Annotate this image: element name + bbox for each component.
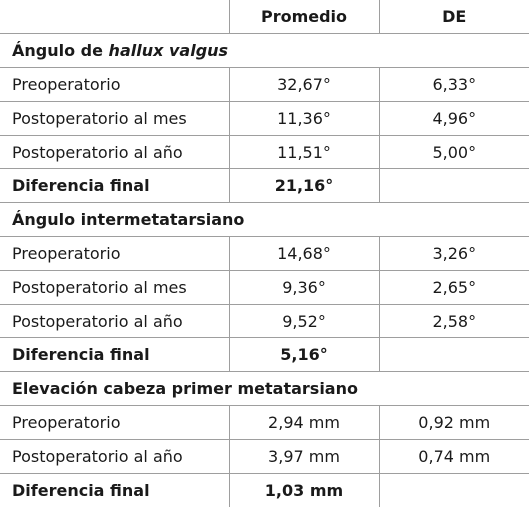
- section-title-text: Ángulo de: [12, 41, 109, 61]
- section-title-row: Ángulo de hallux valgus: [0, 33, 529, 69]
- header-de: DE: [378, 0, 529, 35]
- row-promedio: 2,94 mm: [228, 405, 380, 440]
- row-de: 2,58°: [378, 303, 529, 339]
- diff-label: Diferencia final: [0, 337, 230, 373]
- diff-promedio: 1,03 mm: [228, 472, 380, 507]
- section-title-italic: hallux valgus: [108, 41, 229, 61]
- diff-de: [378, 472, 529, 507]
- table-row: Preoperatorio 14,68° 3,26°: [0, 236, 529, 271]
- results-table: Promedio DE Ángulo de hallux valgus Preo…: [0, 0, 529, 507]
- diff-de: [378, 337, 529, 373]
- row-label: Postoperatorio al mes: [0, 269, 230, 305]
- row-de: 4,96°: [378, 100, 529, 136]
- section-title: Ángulo intermetatarsiano: [0, 202, 529, 238]
- section-title-row: Ángulo intermetatarsiano: [0, 202, 529, 238]
- row-de: 0,92 mm: [378, 405, 529, 440]
- table-row: Preoperatorio 32,67° 6,33°: [0, 67, 529, 102]
- header-row: Promedio DE: [0, 0, 529, 35]
- header-empty-cell: [0, 0, 230, 35]
- difference-row: Diferencia final 21,16°: [0, 168, 529, 204]
- table-row: Postoperatorio al año 11,51° 5,00°: [0, 134, 529, 170]
- table-row: Postoperatorio al mes 9,36° 2,65°: [0, 269, 529, 305]
- difference-row: Diferencia final 5,16°: [0, 337, 529, 373]
- row-promedio: 11,36°: [228, 100, 380, 136]
- table-row: Postoperatorio al mes 11,36° 4,96°: [0, 100, 529, 136]
- table-row: Postoperatorio al año 3,97 mm 0,74 mm: [0, 438, 529, 474]
- row-de: 3,26°: [378, 236, 529, 271]
- section-title-text: Elevación cabeza primer metatarsiano: [12, 379, 358, 399]
- row-label: Preoperatorio: [0, 236, 230, 271]
- table-row: Preoperatorio 2,94 mm 0,92 mm: [0, 405, 529, 440]
- header-promedio: Promedio: [228, 0, 380, 35]
- diff-promedio: 5,16°: [228, 337, 380, 373]
- row-promedio: 14,68°: [228, 236, 380, 271]
- row-promedio: 11,51°: [228, 134, 380, 170]
- row-label: Preoperatorio: [0, 67, 230, 102]
- row-label: Postoperatorio al año: [0, 438, 230, 474]
- row-de: 0,74 mm: [378, 438, 529, 474]
- section-title: Elevación cabeza primer metatarsiano: [0, 371, 529, 407]
- section-title-text: Ángulo intermetatarsiano: [12, 210, 245, 230]
- row-promedio: 9,36°: [228, 269, 380, 305]
- diff-label: Diferencia final: [0, 168, 230, 204]
- row-label: Postoperatorio al mes: [0, 100, 230, 136]
- row-label: Preoperatorio: [0, 405, 230, 440]
- row-de: 5,00°: [378, 134, 529, 170]
- diff-de: [378, 168, 529, 204]
- row-promedio: 32,67°: [228, 67, 380, 102]
- difference-row: Diferencia final 1,03 mm: [0, 472, 529, 507]
- section-title-row: Elevación cabeza primer metatarsiano: [0, 371, 529, 407]
- row-label: Postoperatorio al año: [0, 134, 230, 170]
- row-de: 2,65°: [378, 269, 529, 305]
- diff-promedio: 21,16°: [228, 168, 380, 204]
- row-de: 6,33°: [378, 67, 529, 102]
- section-title: Ángulo de hallux valgus: [0, 33, 529, 69]
- row-promedio: 9,52°: [228, 303, 380, 339]
- diff-label: Diferencia final: [0, 472, 230, 507]
- table-row: Postoperatorio al año 9,52° 2,58°: [0, 303, 529, 339]
- row-label: Postoperatorio al año: [0, 303, 230, 339]
- row-promedio: 3,97 mm: [228, 438, 380, 474]
